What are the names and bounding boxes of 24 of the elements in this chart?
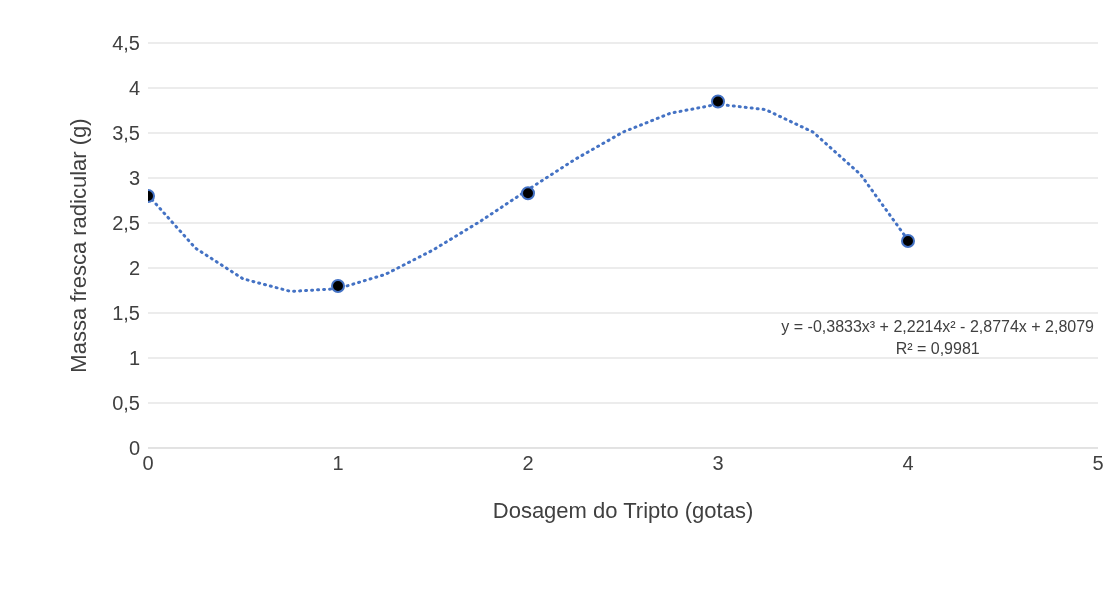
y-tick-label: 1,5 — [112, 302, 140, 325]
point — [331, 279, 345, 293]
y-tick-label: 0,5 — [112, 392, 140, 415]
y-tick-label: 4 — [128, 77, 140, 100]
x-tick-label: 0 — [142, 452, 154, 475]
x-tick-label: 2 — [522, 452, 534, 475]
point — [901, 234, 915, 248]
x-axis-title: Dosagem do Tripto (gotas) — [492, 498, 754, 523]
y-tick-label: 0 — [128, 437, 140, 460]
point — [521, 186, 535, 201]
y-tick-label: 4,5 — [112, 32, 140, 55]
point — [711, 94, 725, 109]
x-tick-label: 4 — [902, 452, 914, 475]
y-tick-label: 3,5 — [112, 122, 140, 145]
x-tick-label: 5 — [1092, 452, 1104, 475]
y-tick-label: 1 — [128, 347, 140, 370]
annotation: R² = 0,9981 — [894, 339, 981, 359]
annotation: y = -0,3833x³ + 2,2214x² - 2,8774x + 2,8079 — [781, 317, 1094, 337]
y-tick-label: 2 — [128, 257, 140, 280]
y-tick-label: 3 — [128, 167, 140, 190]
y-tick-label: 2,5 — [112, 212, 140, 235]
x-tick-label: 3 — [712, 452, 724, 475]
x-tick-label: 1 — [332, 452, 344, 475]
y-axis-title: Massa fresca radicular (g) — [65, 118, 91, 373]
